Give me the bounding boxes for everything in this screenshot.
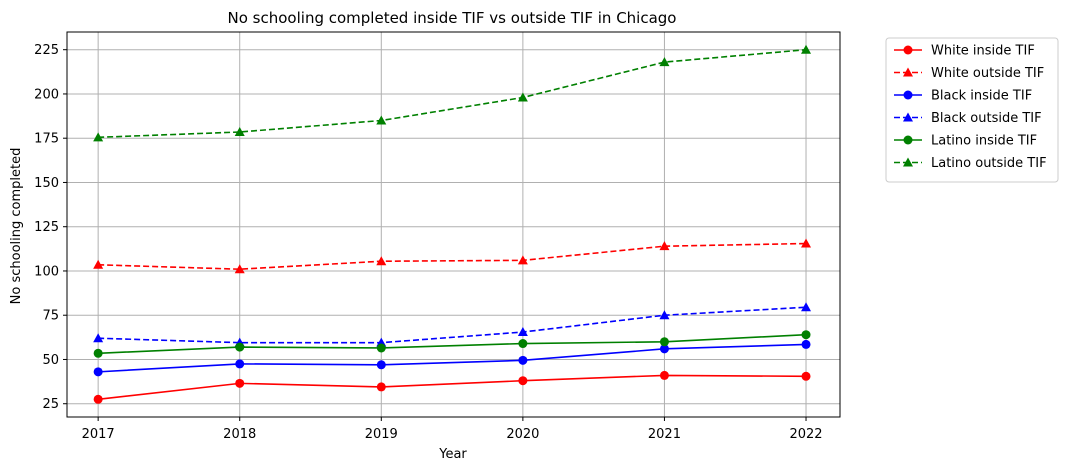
series-layer [93,44,812,404]
data-point [93,394,103,404]
chart-title: No schooling completed inside TIF vs out… [228,9,677,27]
x-tick-label: 2020 [506,427,539,442]
series-line [98,343,807,373]
data-point [518,376,528,386]
legend: White inside TIF White outside TIF Black i… [885,37,1059,183]
x-tick-label: 2017 [82,427,115,442]
legend-label: Black inside TIF [931,89,1032,104]
data-point [801,302,812,312]
legend-swatch-marker [903,45,913,55]
data-point [517,255,528,265]
data-point [801,238,812,248]
x-axis-label: Year [438,447,467,462]
series-line [98,333,807,355]
data-point [801,371,811,381]
data-point [659,310,670,320]
y-tick-label: 225 [34,43,59,58]
series-line [98,242,807,270]
series-line [98,48,807,139]
legend-item: White outside TIF [894,66,1044,81]
x-tick-label: 2022 [789,427,822,442]
data-point [93,132,104,142]
y-tick-label: 150 [34,176,59,191]
legend-label: Latino outside TIF [931,156,1047,171]
x-tick-label: 2018 [223,427,256,442]
data-point [93,348,103,358]
legend-swatch-marker [903,67,913,77]
y-tick-label: 25 [42,397,59,412]
data-point [376,382,386,392]
legend-swatch-marker [903,90,913,100]
legend-item: Latino inside TIF [894,134,1037,149]
data-point [234,264,245,274]
legend-swatch-marker [903,112,913,122]
data-point [659,241,670,251]
y-tick-label: 200 [34,87,59,102]
legend-item: Black outside TIF [894,111,1042,126]
series-5 [93,44,812,142]
x-tick-label: 2021 [648,427,681,442]
legend-label: Black outside TIF [931,111,1042,126]
data-point [235,342,245,352]
series-3 [93,302,812,347]
legend-label: White inside TIF [931,44,1035,59]
y-tick-label: 50 [42,353,59,368]
data-point [518,339,528,349]
y-axis-label: No schooling completed [9,148,24,305]
data-point [93,333,104,343]
data-point [659,337,669,347]
y-tick-label: 125 [34,220,59,235]
data-point [376,256,387,266]
legend-item: Latino outside TIF [894,156,1047,171]
y-tick-label: 175 [34,132,59,147]
data-point [659,57,670,67]
data-point [801,44,812,54]
y-axis: 25 50 75 100 125 150 175 200 225 [34,43,67,412]
series-0 [93,370,811,404]
x-axis: 2017 2018 2019 2020 2021 2022 [82,417,823,442]
data-point [801,339,811,349]
legend-item: White inside TIF [894,44,1035,59]
legend-swatch-marker [903,135,913,145]
data-point [801,330,811,340]
data-point [234,127,245,137]
grid [67,32,840,417]
x-tick-label: 2019 [365,427,398,442]
series-4 [93,330,811,358]
series-1 [93,238,812,274]
legend-label: White outside TIF [931,66,1044,81]
data-point [235,359,245,369]
data-point [376,343,386,353]
legend-item: Black inside TIF [894,89,1032,104]
plot-frame [66,31,841,418]
data-point [93,259,104,269]
data-point [518,355,528,365]
data-point [93,367,103,377]
y-tick-label: 100 [34,264,59,279]
legend-box [885,37,1059,183]
data-point [659,344,669,354]
series-line [98,306,807,344]
y-tick-label: 75 [42,309,59,324]
data-point [376,360,386,370]
legend-label: Latino inside TIF [931,134,1037,149]
data-point [517,92,528,102]
data-point [235,378,245,388]
data-point [517,327,528,337]
legend-swatch-marker [903,157,913,167]
series-2 [93,339,811,377]
series-line [98,374,807,401]
data-point [659,370,669,380]
data-point [376,115,387,125]
